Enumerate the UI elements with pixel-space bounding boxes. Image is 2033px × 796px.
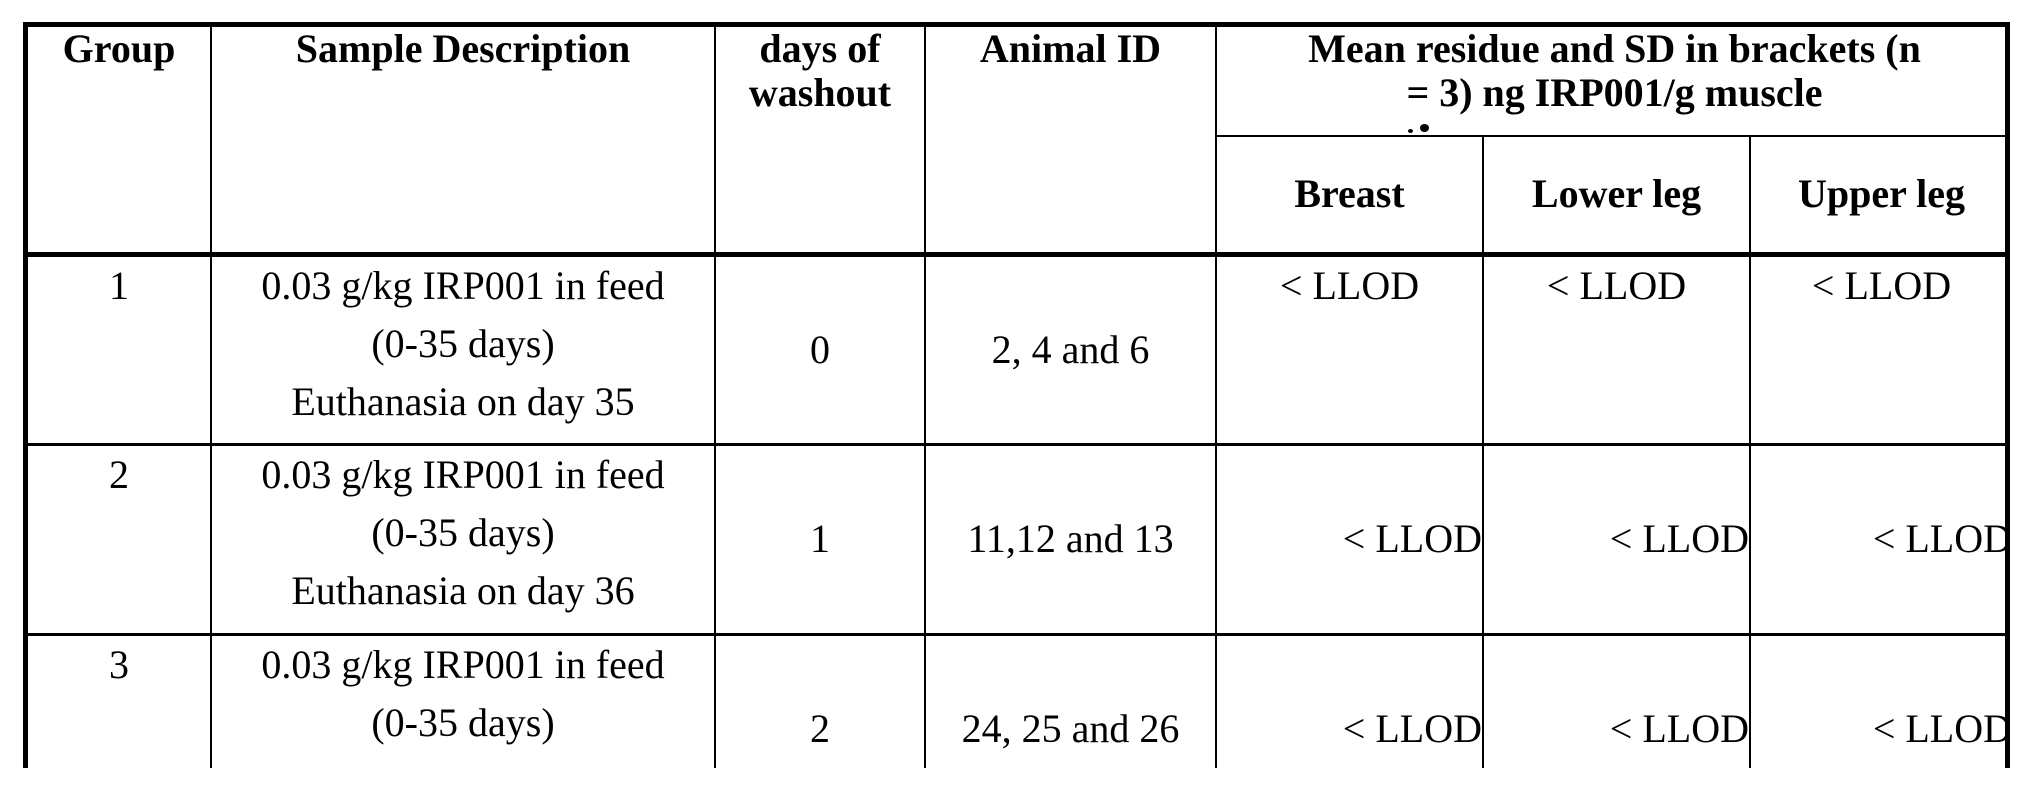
group-cell: 3 [28,632,212,768]
column-header-breast: Breast [1216,135,1484,257]
header-row-main: Group Sample Description days of washout… [28,27,2005,257]
table-row: 1 0.03 g/kg IRP001 in feed (0-35 days) Eu… [28,252,2005,446]
residue-table-container: Group Sample Description days of washout… [23,22,2010,768]
clipped-text-fragment [1420,124,1429,132]
breast-residue-cell: < LLOD [1215,632,1484,768]
lower-leg-residue-cell: < LLOD [1482,632,1751,768]
lower-leg-residue-cell: < LLOD [1482,442,1751,636]
days-of-washout-cell: 0 [714,252,926,446]
column-header-days-of-washout: days of washout [714,27,926,257]
column-header-lower-leg: Lower leg [1482,135,1751,257]
days-of-washout-cell: 1 [714,442,926,636]
breast-residue-cell: < LLOD [1215,252,1484,446]
table-header: Group Sample Description days of washout… [28,27,2005,257]
group-cell: 2 [28,442,212,636]
days-of-washout-cell: 2 [714,632,926,768]
residue-table: Group Sample Description days of washout… [28,27,2005,768]
upper-leg-residue-cell: < LLOD [1748,252,2005,446]
animal-id-cell: 2, 4 and 6 [924,252,1217,446]
clipped-text-fragment [1408,129,1413,133]
header-row-sub: Breast Lower leg Upper leg [28,135,2005,257]
upper-leg-residue-cell: < LLOD [1748,442,2005,636]
table-body: 1 0.03 g/kg IRP001 in feed (0-35 days) Eu… [28,252,2005,768]
lower-leg-residue-cell: < LLOD [1482,252,1751,446]
sample-description-cell: 0.03 g/kg IRP001 in feed (0-35 days) Eut… [210,252,716,446]
column-header-upper-leg: Upper leg [1748,135,2005,257]
column-header-sample-description: Sample Description [210,27,716,257]
column-header-group: Group [28,27,212,257]
sample-description-cell: 0.03 g/kg IRP001 in feed (0-35 days) [210,632,716,768]
table-row: 2 0.03 g/kg IRP001 in feed (0-35 days) Eu… [28,442,2005,636]
group-cell: 1 [28,252,212,446]
sample-description-cell: 0.03 g/kg IRP001 in feed (0-35 days) Eut… [210,442,716,636]
table-row: 3 0.03 g/kg IRP001 in feed (0-35 days) 2 24… [28,632,2005,768]
breast-residue-cell: < LLOD [1215,442,1484,636]
column-header-mean-residue: Mean residue and SD in brackets (n = 3) … [1214,27,2005,137]
column-header-animal-id: Animal ID [924,27,1217,257]
animal-id-cell: 24, 25 and 26 [924,632,1217,768]
upper-leg-residue-cell: < LLOD [1748,632,2005,768]
animal-id-cell: 11,12 and 13 [924,442,1217,636]
